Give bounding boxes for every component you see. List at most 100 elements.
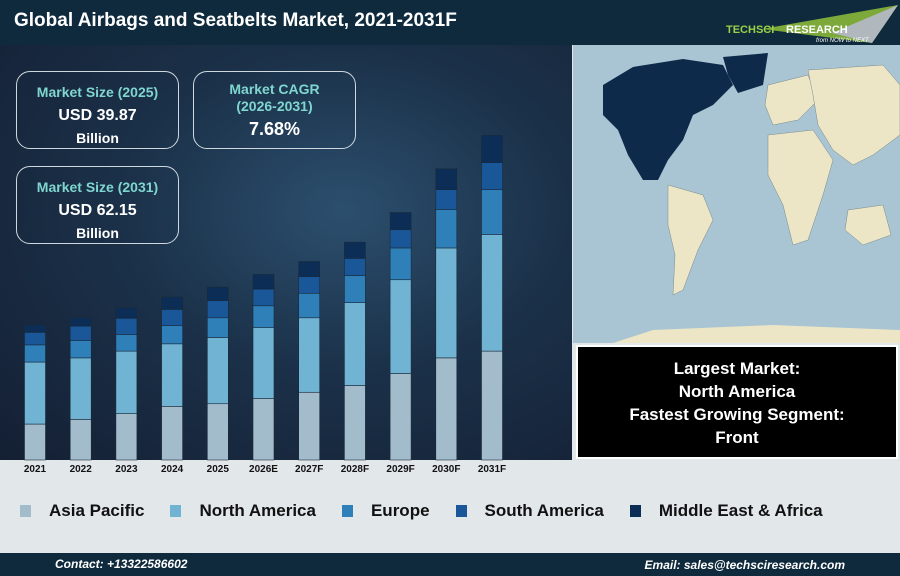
x-tick-label: 2030F xyxy=(432,464,460,475)
largest-market-label: Largest Market: xyxy=(673,359,801,378)
bar-segment-2030F-4 xyxy=(435,168,458,190)
legend-swatch xyxy=(455,504,467,517)
bar-segment-2029F-0 xyxy=(389,373,412,461)
footer-bar: Contact: +13322586602 Email: sales@techs… xyxy=(0,553,900,576)
legend-item: North America xyxy=(170,501,316,521)
page-title: Global Airbags and Seatbelts Market, 202… xyxy=(14,10,457,31)
bar-segment-2027F-3 xyxy=(298,276,321,294)
bar-segment-2021-0 xyxy=(24,423,46,461)
stacked-bar-chart: 2021 2022 2023 2024 2025 2026E 2027F 2028F 2029F… xyxy=(24,135,506,475)
market-info-box: Largest Market: North America Fastest Gr… xyxy=(576,345,898,459)
map-europe xyxy=(764,74,819,126)
map-australia xyxy=(844,204,892,246)
bar-segment-2021-2 xyxy=(24,344,46,363)
svg-text:RESEARCH: RESEARCH xyxy=(786,24,848,36)
bar-segment-2024-2 xyxy=(161,325,183,345)
bar-segment-2030F-3 xyxy=(435,189,458,210)
legend-item: Europe xyxy=(341,500,430,521)
largest-market-value: North America xyxy=(678,382,796,401)
bar-segment-2023-3 xyxy=(115,317,138,335)
bar-segment-2025-1 xyxy=(207,337,229,405)
bar-segment-2030F-0 xyxy=(435,357,458,461)
x-tick-label: 2031F xyxy=(478,464,506,475)
kpi-market-size-2025: Market Size (2025) USD 39.87 Billion xyxy=(16,71,179,149)
x-tick-label: 2021 xyxy=(24,464,47,475)
kpi-value: USD 39.87 xyxy=(58,107,137,124)
bar-segment-2027F-2 xyxy=(298,292,321,319)
kpi-label: Market Size (2031) xyxy=(36,179,159,195)
legend-item: South America xyxy=(455,500,604,521)
fastest-segment-value: Front xyxy=(715,428,759,447)
bar-segment-2031F-0 xyxy=(481,350,503,461)
bar-segment-2028F-2 xyxy=(344,275,366,303)
legend-label: Middle East & Africa xyxy=(658,500,823,520)
bar-segment-2030F-1 xyxy=(435,247,458,359)
kpi-label: Market Size (2025) xyxy=(36,84,159,100)
svg-text:TECHSCI: TECHSCI xyxy=(726,24,774,36)
bar-segment-2031F-3 xyxy=(481,162,503,190)
kpi-value: 7.68% xyxy=(248,119,301,139)
bar-segment-2031F-4 xyxy=(481,135,503,163)
bar-segment-2026E-1 xyxy=(252,327,275,399)
bar-segment-2028F-4 xyxy=(344,241,366,259)
bar-segment-2025-4 xyxy=(207,286,229,301)
bar-segment-2031F-2 xyxy=(481,189,503,235)
bar-segment-2026E-4 xyxy=(252,274,275,290)
bar-segment-2026E-2 xyxy=(252,305,275,328)
legend-swatch xyxy=(170,504,182,517)
kpi-market-cagr: Market CAGR (2026-2031) 7.68% xyxy=(193,71,356,149)
bar-segment-2025-0 xyxy=(207,403,229,461)
bar-segment-2023-1 xyxy=(115,350,138,414)
bar-segment-2028F-3 xyxy=(344,258,366,276)
contact-phone: Contact: +13322586602 xyxy=(55,557,188,571)
x-tick-label: 2025 xyxy=(207,464,230,475)
x-tick-label: 2026E xyxy=(249,464,278,475)
map-south-america xyxy=(667,184,714,296)
world-map xyxy=(573,45,900,343)
kpi-market-size-2031: Market Size (2031) USD 62.15 Billion xyxy=(16,166,179,244)
legend-swatch xyxy=(629,504,641,517)
bar-segment-2022-1 xyxy=(69,357,92,420)
bar-segment-2024-4 xyxy=(161,296,183,310)
bar-segment-2023-2 xyxy=(115,334,138,352)
bar-segment-2022-0 xyxy=(69,419,92,461)
bar-segment-2026E-0 xyxy=(252,398,275,461)
legend-item: Middle East & Africa xyxy=(629,500,823,521)
bar-segment-2023-0 xyxy=(115,413,138,461)
bar-segment-2021-3 xyxy=(24,332,46,346)
bar-segment-2022-4 xyxy=(69,317,92,327)
fastest-segment-label: Fastest Growing Segment: xyxy=(629,405,845,424)
kpi-unit: Billion xyxy=(76,130,119,146)
bar-segment-2025-3 xyxy=(207,300,229,319)
bar-segment-2029F-1 xyxy=(389,279,412,374)
map-asia xyxy=(807,64,900,166)
bar-segment-2021-4 xyxy=(24,324,46,333)
bar-segment-2027F-1 xyxy=(298,317,321,393)
bar-segment-2024-1 xyxy=(161,343,183,407)
bar-segment-2027F-4 xyxy=(298,261,321,277)
x-tick-label: 2024 xyxy=(161,464,184,475)
bar-segment-2028F-0 xyxy=(344,385,366,461)
kpi-label: Market CAGR xyxy=(229,81,320,97)
bar-segment-2029F-3 xyxy=(389,229,412,249)
techsci-logo: TECHSCI RESEARCH from NOW to NEXT xyxy=(726,5,898,43)
bar-segment-2022-3 xyxy=(69,325,92,341)
legend-swatch xyxy=(341,504,353,517)
legend-label: Europe xyxy=(370,500,430,520)
bar-segment-2021-1 xyxy=(24,361,46,425)
x-axis-strip xyxy=(0,460,572,476)
kpi-period: (2026-2031) xyxy=(236,98,313,114)
bar-segment-2024-0 xyxy=(161,406,183,461)
x-tick-label: 2023 xyxy=(115,464,138,475)
map-greenland xyxy=(723,53,768,93)
legend-label: South America xyxy=(484,500,604,520)
legend-label: Asia Pacific xyxy=(49,500,145,520)
bar-segment-2029F-4 xyxy=(389,212,412,231)
contact-email: Email: sales@techsciresearch.com xyxy=(644,558,845,572)
x-tick-label: 2029F xyxy=(386,464,414,475)
bar-segment-2031F-1 xyxy=(481,234,503,352)
bar-segment-2028F-1 xyxy=(344,302,366,386)
bar-segment-2027F-0 xyxy=(298,391,321,461)
x-tick-label: 2028F xyxy=(341,464,369,475)
bar-segment-2029F-2 xyxy=(389,247,412,281)
